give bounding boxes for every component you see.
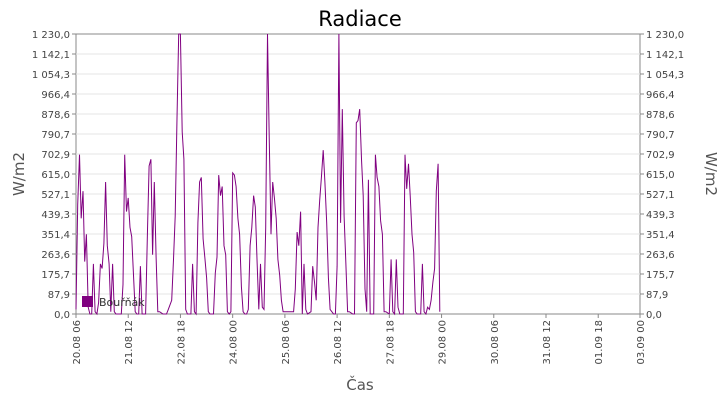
x-tick-label: 30.08 06: [490, 320, 501, 365]
x-tick-label: 20.08 06: [72, 320, 83, 365]
legend-label: Bouřňák: [99, 296, 145, 309]
y-tick-label-right: 1 142,1: [646, 50, 684, 61]
y-tick-label-right: 0,0: [646, 310, 662, 321]
y-tick-label: 1 054,3: [32, 70, 70, 81]
chart-title: Radiace: [318, 7, 402, 31]
y-tick-label: 615,0: [41, 170, 70, 181]
y-tick-label-right: 1 230,0: [646, 30, 684, 41]
y-tick-label: 878,6: [41, 110, 70, 121]
y-tick-label: 175,7: [41, 270, 70, 281]
y-tick-label: 263,6: [41, 250, 70, 261]
x-tick-label: 24.08 00: [229, 320, 240, 365]
x-tick-label: 27.08 18: [385, 320, 396, 365]
y-tick-label-right: 702,9: [646, 150, 675, 161]
y-tick-label-right: 351,4: [646, 230, 675, 241]
y-tick-label: 702,9: [41, 150, 70, 161]
y-tick-label-right: 966,4: [646, 90, 675, 101]
y-tick-label-right: 87,9: [646, 290, 668, 301]
y-axis-left-label: W/m2: [10, 152, 28, 196]
x-axis: 20.08 06 21.08 12 22.08 18 24.08 00 25.08 06…: [72, 314, 647, 365]
y-tick-label-right: 439,3: [646, 210, 675, 221]
y-axis-right-label: W/m2: [702, 152, 720, 196]
x-tick-label: 25.08 06: [281, 320, 292, 365]
x-tick-label: 22.08 18: [176, 320, 187, 365]
legend-swatch: [82, 296, 93, 307]
legend: Bouřňák: [82, 296, 145, 309]
series-layer: [75, 33, 441, 316]
grid-lines: [76, 53, 640, 295]
y-tick-label: 0,0: [54, 310, 70, 321]
y-tick-label: 1 230,0: [32, 30, 70, 41]
y-tick-label-right: 878,6: [646, 110, 675, 121]
y-tick-label: 439,3: [41, 210, 70, 221]
x-tick-label: 29.08 00: [438, 320, 449, 365]
y-tick-label: 966,4: [41, 90, 70, 101]
y-tick-label-right: 263,6: [646, 250, 675, 261]
y-axis-right: 0,0 87,9 175,7 263,6 351,4 439,3 527,1 615,0 702…: [640, 30, 684, 321]
x-tick-label: 26.08 12: [333, 320, 344, 365]
y-tick-label: 351,4: [41, 230, 70, 241]
series-line-0: [75, 33, 441, 316]
y-tick-label-right: 527,1: [646, 190, 675, 201]
y-tick-label-right: 175,7: [646, 270, 675, 281]
x-tick-label: 21.08 12: [124, 320, 135, 365]
x-tick-label: 03.09 00: [636, 320, 647, 365]
y-tick-label: 790,7: [41, 130, 70, 141]
y-tick-label: 87,9: [48, 290, 70, 301]
x-tick-label: 01.09 18: [594, 320, 605, 365]
x-tick-label: 31.08 12: [542, 320, 553, 365]
y-tick-label-right: 790,7: [646, 130, 675, 141]
y-axis-left: 0,0 87,9 175,7 263,6 351,4 439,3 527,1 615,0 702…: [32, 30, 76, 321]
x-axis-label: Čas: [346, 375, 374, 394]
y-tick-label-right: 615,0: [646, 170, 675, 181]
y-tick-label: 1 142,1: [32, 50, 70, 61]
y-tick-label-right: 1 054,3: [646, 70, 684, 81]
y-tick-label: 527,1: [41, 190, 70, 201]
